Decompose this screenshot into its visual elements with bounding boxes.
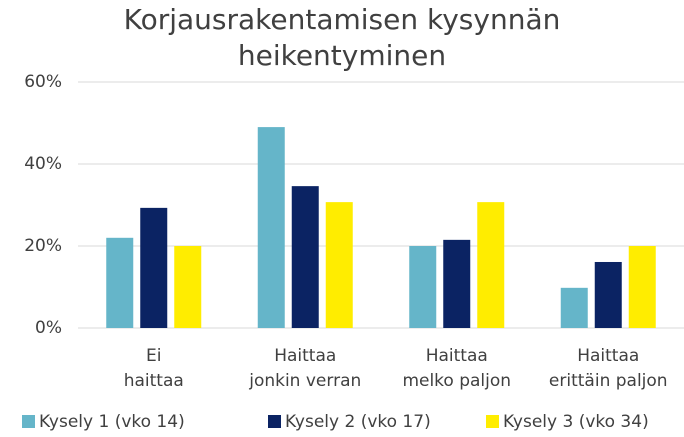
y-tick-label: 20% <box>24 236 62 256</box>
x-tick-label: melko paljon <box>402 371 511 391</box>
bar <box>443 239 471 328</box>
bar <box>257 127 285 328</box>
bar <box>560 287 588 328</box>
x-tick-label: erittäin paljon <box>549 371 668 391</box>
bar <box>140 207 168 328</box>
legend-swatch <box>268 415 281 428</box>
x-tick-label: jonkin verran <box>248 371 361 391</box>
bar <box>409 246 437 328</box>
x-tick-label: Haittaa <box>426 346 488 366</box>
x-tick-label: Haittaa <box>274 346 336 366</box>
x-tick-label: haittaa <box>124 371 184 391</box>
legend-swatch <box>22 415 35 428</box>
bar <box>594 261 622 328</box>
bar <box>477 202 505 328</box>
legend-label: Kysely 3 (vko 34) <box>503 412 649 432</box>
x-tick-label: Haittaa <box>577 346 639 366</box>
bar <box>628 246 656 328</box>
chart-title: Korjausrakentamisen kysynnän heikentymin… <box>123 3 561 72</box>
bar <box>174 246 202 328</box>
bar <box>325 202 353 328</box>
legend-label: Kysely 1 (vko 14) <box>39 412 185 432</box>
legend-label: Kysely 2 (vko 17) <box>285 412 431 432</box>
y-tick-label: 0% <box>35 318 62 338</box>
y-tick-label: 40% <box>24 154 62 174</box>
y-tick-label: 60% <box>24 72 62 92</box>
bar <box>106 237 134 328</box>
legend-swatch <box>486 415 499 428</box>
x-tick-label: Ei <box>146 346 161 366</box>
bar <box>291 186 319 328</box>
